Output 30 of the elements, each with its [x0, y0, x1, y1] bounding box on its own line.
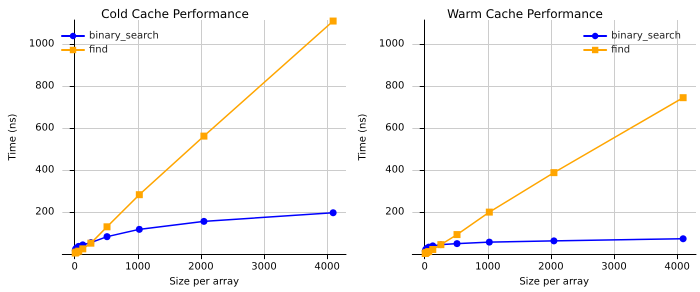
y-tick-label: 600 — [35, 122, 54, 134]
y-axis-title: Time (ns) — [358, 113, 368, 162]
legend-label: find — [89, 44, 108, 56]
x-tick-label: 3000 — [601, 262, 627, 273]
chart-title: Warm Cache Performance — [447, 7, 603, 21]
legend-label: find — [611, 44, 630, 56]
x-tick-label: 4000 — [664, 262, 690, 273]
y-axis-title: Time (ns) — [8, 113, 18, 162]
x-tick-label: 2000 — [188, 262, 214, 273]
x-tick-label: 2000 — [538, 262, 564, 273]
y-tick-label: 1000 — [28, 38, 54, 50]
y-tick-label: 1000 — [378, 38, 404, 50]
y-tick-label: 600 — [385, 122, 404, 134]
x-axis-title: Size per array — [519, 276, 590, 288]
legend-label: binary_search — [611, 30, 682, 42]
x-axis-title: Size per array — [169, 276, 240, 288]
x-tick-label: 1000 — [125, 262, 151, 273]
y-tick-label: 800 — [35, 80, 54, 92]
x-tick-label: 0 — [72, 262, 78, 273]
y-tick-label: 400 — [385, 164, 404, 176]
x-tick-label: 4000 — [314, 262, 340, 273]
y-tick-label: 200 — [385, 206, 404, 218]
y-tick-label: 200 — [35, 206, 54, 218]
x-tick-label: 3000 — [251, 262, 277, 273]
legend-label: binary_search — [89, 30, 159, 42]
y-tick-label: 400 — [35, 164, 54, 176]
x-tick-label: 1000 — [475, 262, 501, 273]
chart-title: Cold Cache Performance — [101, 7, 249, 21]
y-tick-label: 800 — [385, 80, 404, 92]
x-tick-label: 0 — [422, 262, 428, 273]
